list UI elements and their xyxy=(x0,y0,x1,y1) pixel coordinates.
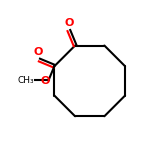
Text: O: O xyxy=(64,18,74,28)
Text: O: O xyxy=(34,47,43,57)
Text: CH₃: CH₃ xyxy=(17,75,34,84)
Text: O: O xyxy=(41,76,50,86)
